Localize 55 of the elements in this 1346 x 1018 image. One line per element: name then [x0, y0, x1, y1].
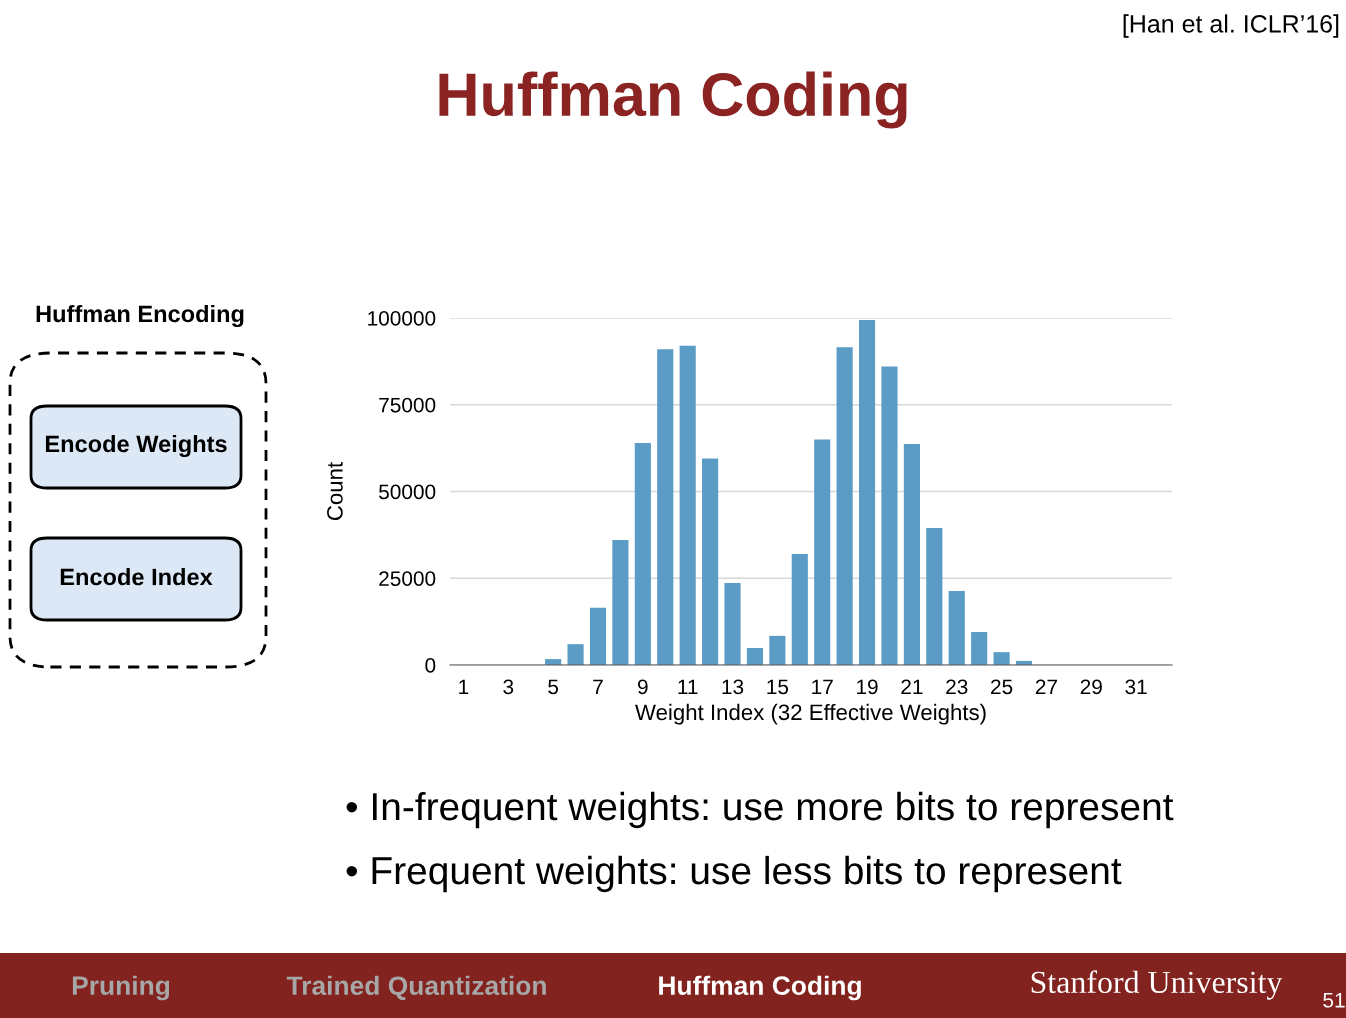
x-tick-label: 25 — [991, 679, 1013, 695]
text: Encode Weights — [45, 434, 227, 458]
y-tick-label: 75000 — [379, 397, 436, 413]
x-tick-label: 7 — [593, 679, 603, 694]
bar — [724, 583, 741, 665]
x-tick-label: 31 — [1125, 679, 1147, 695]
text: • In-frequent weights: use more bits to represent — [346, 791, 1174, 829]
x-axis-title: Weight Index (32 Effective Weights) — [635, 703, 986, 725]
chart-title: Huffman Coding — [439, 71, 907, 129]
bar — [993, 652, 1010, 665]
x-tick-label: 3 — [503, 679, 514, 695]
bar — [903, 443, 920, 665]
bar — [881, 366, 898, 665]
bar — [791, 553, 808, 665]
text: Encode Index — [60, 567, 213, 586]
bar — [634, 442, 651, 665]
x-tick-label: 11 — [678, 679, 698, 694]
x-tick-label: 23 — [946, 679, 968, 695]
bar — [612, 540, 629, 665]
x-tick-label: 1 — [459, 679, 469, 694]
text: Huffman Encoding — [36, 304, 244, 328]
text: [Han et al. ICLR’16] — [1123, 14, 1339, 38]
bar — [948, 591, 965, 665]
bar — [567, 644, 584, 665]
bar — [858, 320, 876, 665]
y-tick-label: 25000 — [379, 571, 436, 586]
x-tick-label: 15 — [767, 679, 789, 695]
x-tick-label: 21 — [901, 679, 923, 694]
text: Pruning — [72, 975, 170, 1001]
bar — [589, 607, 607, 665]
x-tick-label: 19 — [857, 679, 878, 695]
bar — [971, 632, 988, 665]
x-tick-label: 13 — [722, 679, 744, 695]
text: Huffman Coding — [659, 975, 861, 1001]
y-tick-label: 0 — [425, 658, 436, 673]
bar — [836, 347, 853, 665]
bar — [769, 635, 786, 665]
bar — [679, 345, 696, 665]
bar — [814, 439, 831, 665]
x-tick-label: 29 — [1080, 679, 1102, 695]
text: 51 — [1323, 993, 1345, 1008]
y-axis-title: Count — [327, 462, 343, 521]
x-tick-label: 17 — [812, 679, 833, 694]
y-tick-label: 50000 — [379, 484, 436, 500]
text: Trained Quantization — [286, 975, 546, 1001]
text: Stanford University — [1031, 970, 1283, 1000]
bar — [657, 349, 674, 665]
bar — [926, 527, 943, 665]
x-tick-label: 5 — [548, 679, 559, 695]
x-tick-label: 27 — [1035, 679, 1057, 694]
x-tick-label: 9 — [638, 679, 648, 695]
text: • Frequent weights: use less bits to represent — [346, 855, 1122, 893]
bar — [746, 648, 764, 665]
bar — [702, 458, 719, 665]
y-tick-label: 100000 — [368, 311, 436, 326]
